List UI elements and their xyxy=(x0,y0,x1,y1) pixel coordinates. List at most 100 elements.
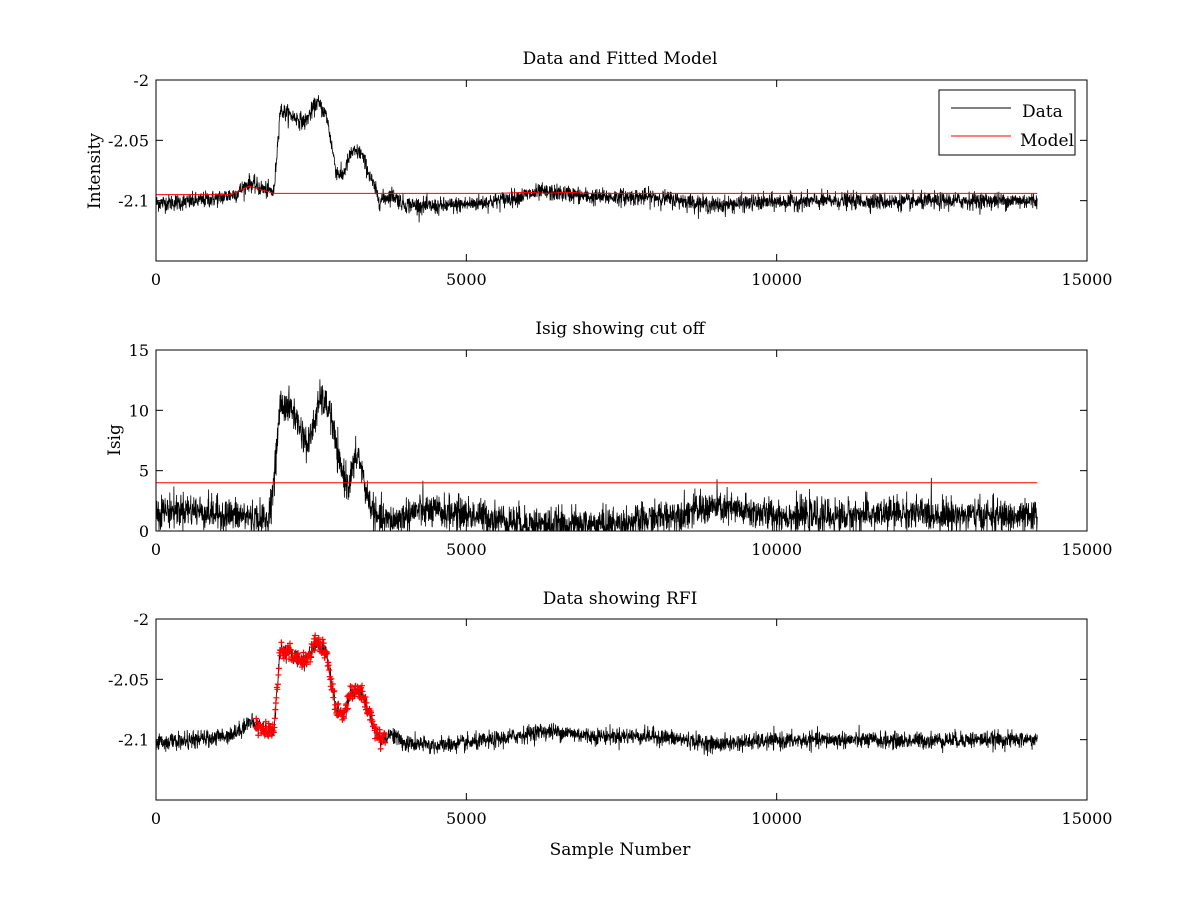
x-tick-label: 5000 xyxy=(446,809,487,828)
rfi-marker xyxy=(381,731,388,738)
rfi-marker xyxy=(311,647,318,654)
x-tick-label: 0 xyxy=(151,809,161,828)
rfi-marker xyxy=(334,701,341,708)
x-tick-label: 0 xyxy=(151,540,161,559)
rfi-marker xyxy=(362,694,369,701)
rfi-marker xyxy=(308,654,315,661)
rfi-marker xyxy=(274,681,281,688)
panel-2-title: Isig showing cut off xyxy=(535,319,706,339)
rfi-marker xyxy=(348,683,355,690)
x-tick-label: 0 xyxy=(151,270,161,289)
x-tick-label: 10000 xyxy=(751,270,802,289)
panel-3-title: Data showing RFI xyxy=(543,589,698,609)
legend-data-label: Data xyxy=(1022,102,1063,122)
rfi-marker xyxy=(377,745,384,752)
rfi-marker xyxy=(335,700,342,707)
rfi-marker xyxy=(287,646,294,653)
rfi-marker xyxy=(358,682,365,689)
panel-1-title: Data and Fitted Model xyxy=(523,49,718,69)
legend-box xyxy=(938,89,1076,156)
rfi-marker xyxy=(344,705,351,712)
rfi-marker xyxy=(271,724,278,731)
rfi-marker xyxy=(320,640,327,647)
y-tick-label: 5 xyxy=(139,462,149,481)
rfi-marker xyxy=(274,686,281,693)
y-tick-label: -2.1 xyxy=(118,731,149,750)
rfi-marker xyxy=(318,643,325,650)
y-tick-label: -2 xyxy=(133,610,149,629)
rfi-marker xyxy=(303,661,310,668)
panel-2-ylabel: Isig xyxy=(105,424,125,456)
y-tick-label: -2.05 xyxy=(108,131,149,150)
x-tick-label: 5000 xyxy=(446,540,487,559)
axes-box xyxy=(155,79,1088,262)
rfi-marker xyxy=(369,712,376,719)
panel-3-plot-area: 0 5000 10000 15000 -2 -2.05 -2.1 xyxy=(108,610,1112,828)
rfi-marker xyxy=(268,732,275,739)
rfi-marker xyxy=(326,666,333,673)
rfi-marker xyxy=(363,699,370,706)
rfi-marker xyxy=(324,650,331,657)
x-tick-label: 10000 xyxy=(751,540,802,559)
rfi-marker xyxy=(295,650,302,657)
rfi-marker xyxy=(283,652,290,659)
rfi-marker xyxy=(260,723,267,730)
rfi-marker xyxy=(319,636,326,643)
rfi-marker xyxy=(286,640,293,647)
rfi-marker xyxy=(275,671,282,678)
x-tick-label: 15000 xyxy=(1062,270,1113,289)
rfi-marker xyxy=(255,732,262,739)
rfi-marker xyxy=(272,706,279,713)
y-tick-label: 15 xyxy=(129,341,149,360)
rfi-marker xyxy=(278,639,285,646)
y-tick-label: -2.1 xyxy=(118,192,149,211)
rfi-marker xyxy=(330,694,337,701)
rfi-marker xyxy=(312,632,319,639)
rfi-marker xyxy=(343,700,350,707)
rfi-marker xyxy=(362,703,369,710)
series-rfi-markers xyxy=(252,632,389,752)
rfi-marker xyxy=(340,715,347,722)
rfi-marker xyxy=(329,680,336,687)
series-model-line xyxy=(156,185,1038,196)
series-data-line xyxy=(155,95,1038,223)
y-tick-label: 0 xyxy=(139,522,149,541)
rfi-marker xyxy=(307,658,314,665)
axes-box xyxy=(155,349,1088,532)
rfi-marker xyxy=(253,715,260,722)
rfi-marker xyxy=(368,709,375,716)
panel-1-plot-area: 0 5000 10000 15000 -2 -2.05 -2.1 xyxy=(108,71,1112,289)
rfi-marker xyxy=(280,655,287,662)
rfi-marker xyxy=(272,699,279,706)
axes-box xyxy=(155,618,1088,801)
rfi-marker xyxy=(373,724,380,731)
rfi-marker xyxy=(311,635,318,642)
panel-1-legend: Data Model xyxy=(938,89,1076,156)
panel-3-xlabel: Sample Number xyxy=(550,840,692,860)
panel-data-and-model: Data and Fitted Model Intensity 0 5000 100… xyxy=(85,49,1112,289)
rfi-marker xyxy=(343,706,350,713)
rfi-marker xyxy=(328,675,335,682)
rfi-marker xyxy=(269,721,276,728)
x-tick-label: 5000 xyxy=(446,270,487,289)
rfi-marker xyxy=(369,718,376,725)
rfi-marker xyxy=(273,694,280,701)
rfi-marker xyxy=(271,715,278,722)
panel-data-rfi: Data showing RFI 0 5000 10000 15000 -2 -2.05 -… xyxy=(108,589,1112,860)
x-tick-label: 15000 xyxy=(1062,809,1113,828)
rfi-marker xyxy=(327,676,334,683)
y-tick-label: 10 xyxy=(129,401,149,420)
rfi-marker xyxy=(262,718,269,725)
rfi-marker xyxy=(265,733,272,740)
rfi-marker xyxy=(265,720,272,727)
rfi-marker xyxy=(275,665,282,672)
rfi-marker xyxy=(300,649,307,656)
panel-isig: Isig showing cut off Isig 0 5000 10000 1500… xyxy=(105,319,1112,559)
panel-2-plot-area: 0 5000 10000 15000 0 5 10 15 xyxy=(129,341,1113,559)
x-tick-label: 10000 xyxy=(751,809,802,828)
x-tick-label: 15000 xyxy=(1062,540,1113,559)
panel-1-ylabel: Intensity xyxy=(85,133,105,209)
rfi-marker xyxy=(382,739,389,746)
y-tick-label: -2 xyxy=(133,71,149,90)
